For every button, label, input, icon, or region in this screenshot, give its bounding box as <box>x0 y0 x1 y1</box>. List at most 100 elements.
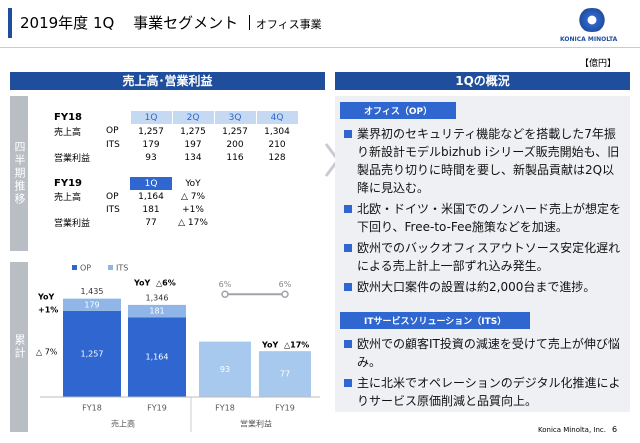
right-header: 1Qの概況 <box>335 72 630 90</box>
margin-label: 6% <box>279 280 292 289</box>
table-row: 営業利益 93 134 116 128 <box>52 151 298 165</box>
bullet: 欧州での顧客IT投資の減速を受けて売上が伸び悩み。 <box>344 335 624 371</box>
bullet-list: 業界初のセキュリティ機能などを搭載した7年振り新設計モデルbizhub iシリー… <box>335 125 630 296</box>
cell: 179 <box>142 139 160 150</box>
table-row: 売上高 OP 1,257 1,275 1,257 1,304 <box>52 125 298 139</box>
header-cell: 3Q <box>213 110 257 125</box>
cell: 116 <box>226 152 244 163</box>
header-cell: YoY <box>185 178 201 189</box>
margin-point <box>221 290 229 298</box>
row-label: 営業利益 <box>54 219 91 229</box>
left-header: 売上高･営業利益 <box>10 72 325 90</box>
total-label: 1,346 <box>146 293 169 302</box>
category-label: FY18 <box>82 404 102 413</box>
section: ITサービスソリューション（ITS） 欧州での顧客IT投資の減速を受けて売上が伸び… <box>335 306 630 410</box>
row-sub: ITS <box>106 204 120 215</box>
profit-bar <box>259 351 311 397</box>
header-row: FY19 1Q YoY <box>52 177 214 190</box>
business: オフィス事業 <box>255 18 322 31</box>
yoy-label: YoY <box>133 279 151 288</box>
op-label: 1,257 <box>81 349 104 358</box>
cell: 1,257 <box>138 126 164 137</box>
bullet: 北欧・ドイツ・米国でのノンハード売上が想定を下回り、Free-to-Fee施策な… <box>344 200 624 236</box>
title: 2019年度 1Q <box>20 14 115 32</box>
cell: 93 <box>145 152 157 163</box>
cell: 200 <box>226 139 244 150</box>
table-row: 売上高 OP 1,164 △ 7% <box>52 190 214 204</box>
header-cell: 1Q <box>129 110 173 125</box>
segment: 事業セグメント <box>133 14 239 32</box>
legend-swatch <box>108 265 113 270</box>
accent <box>8 8 12 38</box>
profit-label: 77 <box>280 370 290 379</box>
cell: 1,257 <box>222 126 248 137</box>
cell: 181 <box>142 204 160 215</box>
its-label: 181 <box>149 307 164 316</box>
header-rule <box>0 47 640 48</box>
title-row: 2019年度 1Q 事業セグメント オフィス事業 <box>20 12 322 33</box>
header-cell: FY18 <box>54 112 82 123</box>
table-row: ITS 181 +1% <box>52 203 214 216</box>
header-cell: 1Q <box>130 177 172 190</box>
row-label: 営業利益 <box>54 154 91 164</box>
fy18-table: FY18 1Q 2Q 3Q 4Q 売上高 OP 1,257 1,275 1,257 1,304 ITS… <box>52 110 299 164</box>
header-row: FY18 1Q 2Q 3Q 4Q <box>52 110 299 125</box>
row-sub: OP <box>106 191 119 202</box>
profit-label: 93 <box>220 365 230 374</box>
bullet: 欧州でのバックオフィスアウトソース安定化遅れによる売上計上一部ずれ込み発生。 <box>344 239 624 275</box>
separator <box>248 15 250 30</box>
margin-label: 6% <box>219 280 232 289</box>
yoy-sales: △6% <box>156 279 176 288</box>
bullet-list: 欧州での顧客IT投資の減速を受けて売上が伸び悩み。 主に北米でオペレーションのデジ… <box>335 335 630 410</box>
legend-swatch <box>72 265 77 270</box>
total-label: 1,435 <box>81 287 104 296</box>
bullet: 業界初のセキュリティ機能などを搭載した7年振り新設計モデルbizhub iシリー… <box>344 125 624 197</box>
unit: 【億円】 <box>580 59 617 69</box>
section-heading: オフィス（OP） <box>340 102 457 119</box>
margin-point <box>281 290 289 298</box>
yoy-op: △ 7% <box>36 348 58 357</box>
section-heading: ITサービスソリューション（ITS） <box>340 312 531 329</box>
summary-box: オフィス（OP） 業界初のセキュリティ機能などを搭載した7年振り新設計モデルbiz… <box>335 96 630 412</box>
cumulative-label: 累計 <box>10 262 28 432</box>
row-sub: OP <box>106 126 119 137</box>
cell: 134 <box>184 152 202 163</box>
group-label: 営業利益 <box>240 419 272 429</box>
fy19-table: FY19 1Q YoY 売上高 OP 1,164 △ 7% ITS 181 +1% 営業利益 77 △ … <box>52 177 214 229</box>
yoy-its: +1% <box>38 306 58 315</box>
its-bar <box>63 298 121 311</box>
quarterly-label: 四半期推移 <box>10 96 28 251</box>
header-cell: FY19 <box>54 178 82 189</box>
legend-label: ITS <box>116 264 128 273</box>
legend-label: OP <box>80 264 91 273</box>
row-label: 売上高 <box>54 127 82 138</box>
yoy-label: YoY <box>37 293 55 302</box>
its-bar <box>128 304 186 318</box>
table-row: ITS 179 197 200 210 <box>52 138 298 151</box>
cell: 128 <box>268 152 286 163</box>
bullet: 主に北米でオペレーションのデジタル化推進によりサービス原価削減と品質向上。 <box>344 374 624 410</box>
header-cell: 2Q <box>171 110 215 125</box>
op-label: 1,164 <box>146 353 169 362</box>
profit-bar <box>199 341 251 397</box>
cell: 1,304 <box>264 126 290 137</box>
row-sub: ITS <box>106 139 120 150</box>
cell: 210 <box>268 139 286 150</box>
bullet: 欧州大口案件の設置は約2,000台まで進捗。 <box>344 278 624 296</box>
cell: +1% <box>182 204 204 215</box>
logo-text: KONICA MINOLTA <box>560 36 618 43</box>
header-cell: 4Q <box>255 110 299 125</box>
category-label: FY18 <box>215 404 235 413</box>
category-label: FY19 <box>147 404 167 413</box>
section: オフィス（OP） 業界初のセキュリティ機能などを搭載した7年振り新設計モデルbiz… <box>335 96 630 296</box>
group-label: 売上高 <box>111 419 135 429</box>
cell: 1,275 <box>180 126 206 137</box>
cell: △ 17% <box>178 217 208 228</box>
cell: △ 7% <box>180 191 206 202</box>
cell: 77 <box>145 217 157 228</box>
yoy-label: YoY <box>261 341 279 350</box>
its-label: 179 <box>84 300 99 309</box>
cell: 1,164 <box>138 191 164 202</box>
